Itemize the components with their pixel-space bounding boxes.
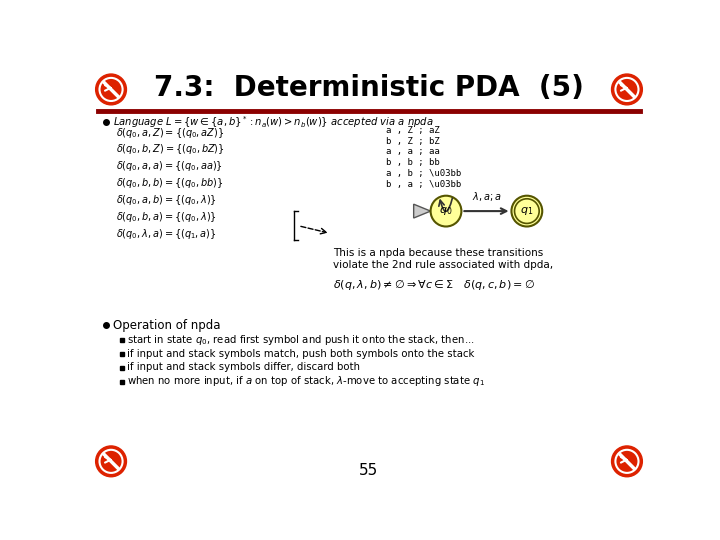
Text: $\delta(q_0, a, a) = \{(q_0, aa)\}$: $\delta(q_0, a, a) = \{(q_0, aa)\}$	[117, 159, 223, 173]
Text: if input and stack symbols match, push both symbols onto the stack: if input and stack symbols match, push b…	[127, 348, 474, 359]
Text: $\delta(q_0, a, b) = \{(q_0, \lambda)\}$: $\delta(q_0, a, b) = \{(q_0, \lambda)\}$	[117, 193, 217, 207]
Circle shape	[611, 446, 642, 477]
Circle shape	[431, 195, 462, 226]
Text: $\delta(q_0, b, Z) = \{(q_0, bZ)\}$: $\delta(q_0, b, Z) = \{(q_0, bZ)\}$	[117, 143, 225, 157]
Text: Language $L = \{w \in \{a, b\}^* : n_a(w) > n_b(w)\}$ accepted via a npda: Language $L = \{w \in \{a, b\}^* : n_a(w…	[113, 114, 434, 130]
Circle shape	[611, 74, 642, 105]
Text: if input and stack symbols differ, discard both: if input and stack symbols differ, disca…	[127, 362, 360, 373]
Bar	[120, 338, 124, 342]
Text: 7.3:  Deterministic PDA  (5): 7.3: Deterministic PDA (5)	[154, 74, 584, 102]
Text: $\delta(q_0, \lambda, a) = \{(q_1, a)\}$: $\delta(q_0, \lambda, a) = \{(q_1, a)\}$	[117, 227, 217, 241]
Text: b , a ; \u03bb: b , a ; \u03bb	[386, 180, 462, 188]
Text: $q_1$: $q_1$	[521, 205, 534, 217]
Circle shape	[96, 74, 127, 105]
Bar	[120, 352, 124, 356]
Text: a , b ; \u03bb: a , b ; \u03bb	[386, 169, 462, 178]
Text: 55: 55	[359, 463, 379, 478]
Text: $\delta(q_0, b, a) = \{(q_0, \lambda)\}$: $\delta(q_0, b, a) = \{(q_0, \lambda)\}$	[117, 210, 217, 224]
Text: a , a ; aa: a , a ; aa	[386, 147, 440, 156]
Bar	[120, 380, 124, 383]
Text: $\delta(q, \lambda, b) \neq \emptyset \Rightarrow \forall c \in \Sigma \quad \de: $\delta(q, \lambda, b) \neq \emptyset \R…	[333, 278, 535, 292]
Text: This is a npda because these transitions
violate the 2nd rule associated with dp: This is a npda because these transitions…	[333, 248, 553, 269]
Text: start in state $q_0$, read first symbol and push it onto the stack, then...: start in state $q_0$, read first symbol …	[127, 333, 474, 347]
Circle shape	[511, 195, 542, 226]
Text: b , Z ; bZ: b , Z ; bZ	[386, 137, 440, 146]
Circle shape	[96, 446, 127, 477]
Text: $\delta(q_0, b, b) = \{(q_0, bb)\}$: $\delta(q_0, b, b) = \{(q_0, bb)\}$	[117, 177, 224, 191]
Polygon shape	[414, 204, 431, 218]
Text: a , Z ; aZ: a , Z ; aZ	[386, 126, 440, 135]
Text: $\delta(q_0, a, Z) = \{(q_0, aZ)\}$: $\delta(q_0, a, Z) = \{(q_0, aZ)\}$	[117, 126, 225, 139]
Text: b , b ; bb: b , b ; bb	[386, 158, 440, 167]
Text: Operation of npda: Operation of npda	[113, 319, 221, 332]
Text: $q_0$: $q_0$	[439, 205, 453, 217]
Text: when no more input, if $a$ on top of stack, $\lambda$-move to accepting state $q: when no more input, if $a$ on top of sta…	[127, 374, 485, 388]
Bar	[120, 366, 124, 370]
Text: $\lambda, a ; a$: $\lambda, a ; a$	[472, 191, 501, 204]
